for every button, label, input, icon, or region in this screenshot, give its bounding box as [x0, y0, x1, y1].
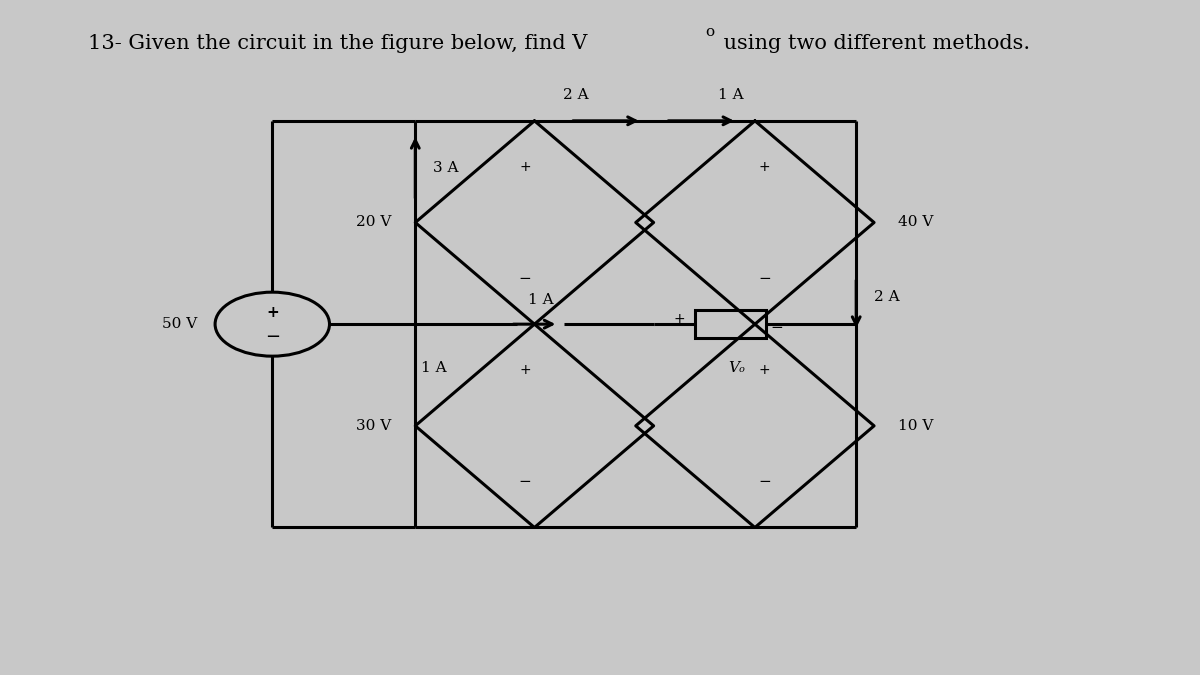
- Text: 50 V: 50 V: [162, 317, 197, 331]
- Text: +: +: [758, 363, 770, 377]
- Text: o: o: [704, 25, 714, 39]
- Text: 2 A: 2 A: [563, 88, 589, 102]
- Text: 20 V: 20 V: [356, 215, 391, 230]
- Text: +: +: [520, 159, 530, 173]
- Text: −: −: [265, 328, 280, 346]
- Text: 10 V: 10 V: [898, 418, 934, 433]
- Text: +: +: [758, 159, 770, 173]
- Text: −: −: [770, 320, 782, 335]
- Text: +: +: [673, 312, 685, 326]
- Text: 13- Given the circuit in the figure below, find V: 13- Given the circuit in the figure belo…: [88, 34, 587, 53]
- Text: using two different methods.: using two different methods.: [716, 34, 1030, 53]
- Text: 2 A: 2 A: [874, 290, 900, 304]
- Text: 30 V: 30 V: [356, 418, 391, 433]
- Text: 40 V: 40 V: [898, 215, 934, 230]
- Bar: [695, 310, 767, 338]
- Text: Vₒ: Vₒ: [728, 361, 745, 375]
- Text: −: −: [518, 271, 532, 286]
- Text: −: −: [758, 271, 770, 286]
- Text: 1 A: 1 A: [719, 88, 744, 102]
- Text: −: −: [758, 475, 770, 489]
- Text: 3 A: 3 A: [433, 161, 458, 175]
- Text: 1 A: 1 A: [421, 361, 446, 375]
- Text: +: +: [266, 304, 278, 319]
- Text: +: +: [520, 363, 530, 377]
- Text: 1 A: 1 A: [528, 294, 553, 308]
- Text: −: −: [518, 475, 532, 489]
